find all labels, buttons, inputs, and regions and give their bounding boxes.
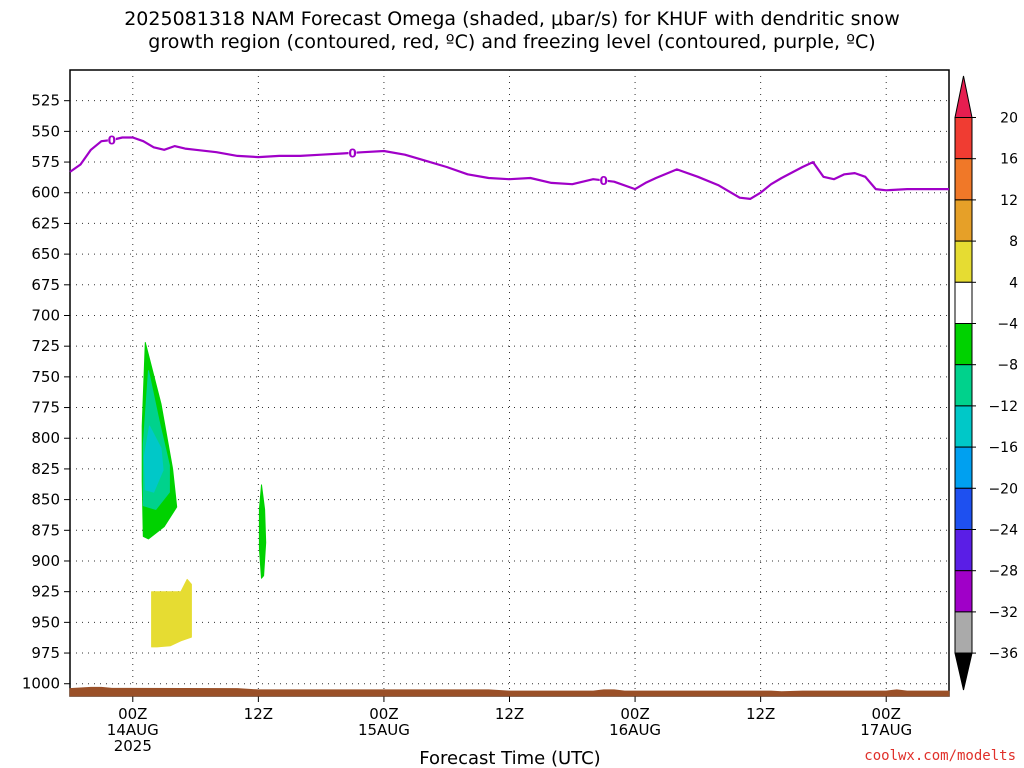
colorbar-segment-3 (954, 240, 973, 283)
chart-title-line-1: 2025081318 NAM Forecast Omega (shaded, μ… (124, 8, 900, 30)
colorbar-segment-6 (954, 364, 973, 407)
x-tick-label-0-0: 00Z (118, 705, 147, 723)
colorbar-label-8: −16 (988, 440, 1018, 456)
colorbar-label-13: −36 (988, 646, 1018, 662)
x-axis-label: Forecast Time (UTC) (419, 748, 600, 768)
freezing-label-0: 0 (108, 133, 116, 147)
colorbar-segment-10 (954, 529, 973, 572)
colorbar-label-9: −20 (988, 481, 1018, 497)
y-tick-label-850: 850 (31, 491, 60, 509)
freezing-label-bg-0 (107, 133, 116, 146)
y-tick-label-775: 775 (31, 399, 60, 417)
y-tick-label-675: 675 (31, 276, 60, 294)
freezing-level-line (69, 136, 949, 200)
freezing-label-1: 0 (348, 146, 356, 160)
colorbar-label-4: 4 (1009, 275, 1018, 291)
chart-title-line-2: growth region (contoured, red, ºC) and f… (148, 31, 876, 53)
surface-terrain (69, 686, 950, 697)
colorbar-label-6: −8 (997, 358, 1018, 374)
colorbar-label-1: 16 (1000, 152, 1018, 168)
colorbar-segment-11 (954, 570, 973, 613)
colorbar-label-2: 12 (1000, 193, 1018, 209)
colorbar-label-11: −28 (988, 564, 1018, 580)
y-tick-label-875: 875 (31, 521, 60, 539)
y-tick-label-925: 925 (31, 583, 60, 601)
x-tick-label-4-1: 16AUG (609, 721, 661, 739)
colorbar-label-5: −4 (997, 317, 1018, 333)
x-tick-label-2-1: 15AUG (358, 721, 410, 739)
x-tick-label-0-1: 14AUG (107, 721, 159, 739)
colorbar-segment-7 (954, 405, 973, 448)
y-tick-label-800: 800 (31, 429, 60, 447)
freezing-label-2: 0 (599, 174, 607, 188)
y-tick-label-1000: 1000 (22, 675, 60, 693)
freezing-label-bg-2 (599, 174, 608, 187)
y-tick-label-525: 525 (31, 92, 60, 110)
colorbar-segment-1 (954, 158, 973, 201)
y-tick-label-825: 825 (31, 460, 60, 478)
freezing-label-bg-1 (348, 146, 357, 159)
y-tick-label-600: 600 (31, 184, 60, 202)
y-tick-label-900: 900 (31, 552, 60, 570)
y-tick-label-625: 625 (31, 214, 60, 232)
y-tick-label-700: 700 (31, 306, 60, 324)
omega-region-3 (258, 484, 267, 579)
colorbar-top-arrow (954, 75, 973, 118)
x-tick-label-0-2: 2025 (114, 737, 152, 755)
colorbar-label-0: 20 (1000, 111, 1018, 127)
x-tick-label-4-0: 00Z (620, 705, 649, 723)
colorbar-segment-0 (954, 117, 973, 160)
colorbar-segment-12 (954, 611, 973, 654)
colorbar-segment-2 (954, 199, 973, 242)
x-tick-label-1-0: 12Z (244, 705, 273, 723)
site-credit[interactable]: coolwx.com/modelts (864, 748, 1016, 764)
y-tick-label-650: 650 (31, 245, 60, 263)
y-tick-label-575: 575 (31, 153, 60, 171)
chart-title: 2025081318 NAM Forecast Omega (shaded, μ… (0, 8, 1024, 54)
colorbar-label-12: −32 (988, 605, 1018, 621)
omega-region-2 (143, 425, 164, 493)
colorbar-segment-9 (954, 487, 973, 530)
colorbar-label-10: −24 (988, 523, 1018, 539)
omega-region-4 (151, 578, 192, 648)
x-tick-label-5-0: 12Z (746, 705, 775, 723)
colorbar-segment-8 (954, 446, 973, 489)
y-tick-label-950: 950 (31, 613, 60, 631)
colorbar-bottom-arrow (954, 652, 973, 691)
y-tick-label-750: 750 (31, 368, 60, 386)
x-tick-label-2-0: 00Z (369, 705, 398, 723)
y-tick-label-550: 550 (31, 122, 60, 140)
plot-content: 0 0 0 (64, 70, 950, 702)
colorbar-segment-4 (954, 281, 973, 324)
colorbar-label-7: −12 (988, 399, 1018, 415)
y-tick-label-975: 975 (31, 644, 60, 662)
x-tick-label-6-1: 17AUG (860, 721, 912, 739)
colorbar-segment-5 (954, 323, 973, 366)
colorbar-label-3: 8 (1009, 234, 1018, 250)
x-tick-label-3-0: 12Z (495, 705, 524, 723)
y-tick-label-725: 725 (31, 337, 60, 355)
x-tick-label-6-0: 00Z (872, 705, 901, 723)
